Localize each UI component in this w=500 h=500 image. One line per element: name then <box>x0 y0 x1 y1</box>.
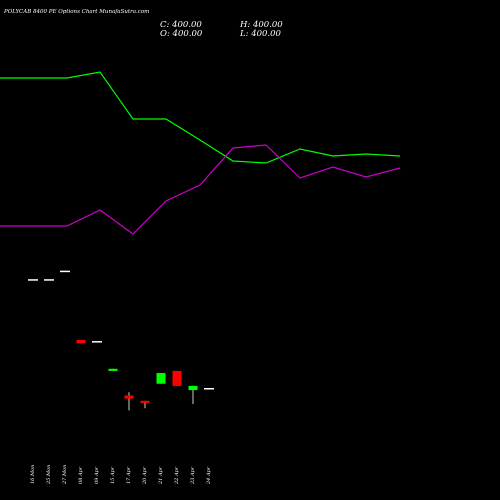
candle <box>92 341 102 343</box>
low-label: L: 400.00 <box>240 29 281 39</box>
chart-title: POLYCAB 8400 PE Options Chart MunafaSutr… <box>4 9 150 15</box>
x-tick-label: 21 Apr <box>158 466 164 484</box>
indicator-lines <box>0 71 401 235</box>
candle <box>28 279 38 281</box>
x-tick-label: 22 Apr <box>174 466 180 484</box>
close-label: C: 400.00 <box>160 20 202 30</box>
candle-body <box>156 373 166 384</box>
candle <box>188 385 198 404</box>
candle <box>204 388 214 390</box>
candle <box>60 270 70 273</box>
x-tick-label: 09 Apr <box>94 466 100 484</box>
x-tick-label: 24 Apr <box>206 466 212 484</box>
candle-body <box>140 400 150 403</box>
candles-group <box>28 270 214 411</box>
x-tick-label: 27 Mon <box>62 464 68 484</box>
candle <box>124 392 134 411</box>
x-tick-label: 25 Mon <box>46 464 52 484</box>
candle-body <box>60 270 70 273</box>
candle <box>76 340 86 344</box>
indicator-line-magenta <box>0 144 401 235</box>
candle <box>108 368 118 371</box>
candle-body <box>188 385 198 391</box>
x-tick-label: 08 Apr <box>78 466 84 484</box>
candle-body <box>44 279 54 281</box>
x-tick-label: 23 Apr <box>190 466 196 484</box>
candle <box>140 400 150 409</box>
candle-body <box>28 279 38 281</box>
candle-body <box>108 368 118 371</box>
indicator-line-green <box>0 71 401 164</box>
candle <box>156 373 166 384</box>
high-label: H: 400.00 <box>240 20 283 30</box>
open-label: O: 400.00 <box>160 29 203 39</box>
candle-body <box>204 388 214 390</box>
candle <box>172 370 182 386</box>
x-tick-label: 17 Apr <box>126 466 132 484</box>
candle-body <box>124 395 134 399</box>
candle <box>44 279 54 281</box>
candle-body <box>92 341 102 343</box>
x-tick-label: 20 Apr <box>142 466 148 484</box>
candle-body <box>76 340 86 344</box>
x-tick-label: 15 Apr <box>110 466 116 484</box>
x-tick-label: 16 Mon <box>30 464 36 484</box>
candle-body <box>172 370 182 386</box>
